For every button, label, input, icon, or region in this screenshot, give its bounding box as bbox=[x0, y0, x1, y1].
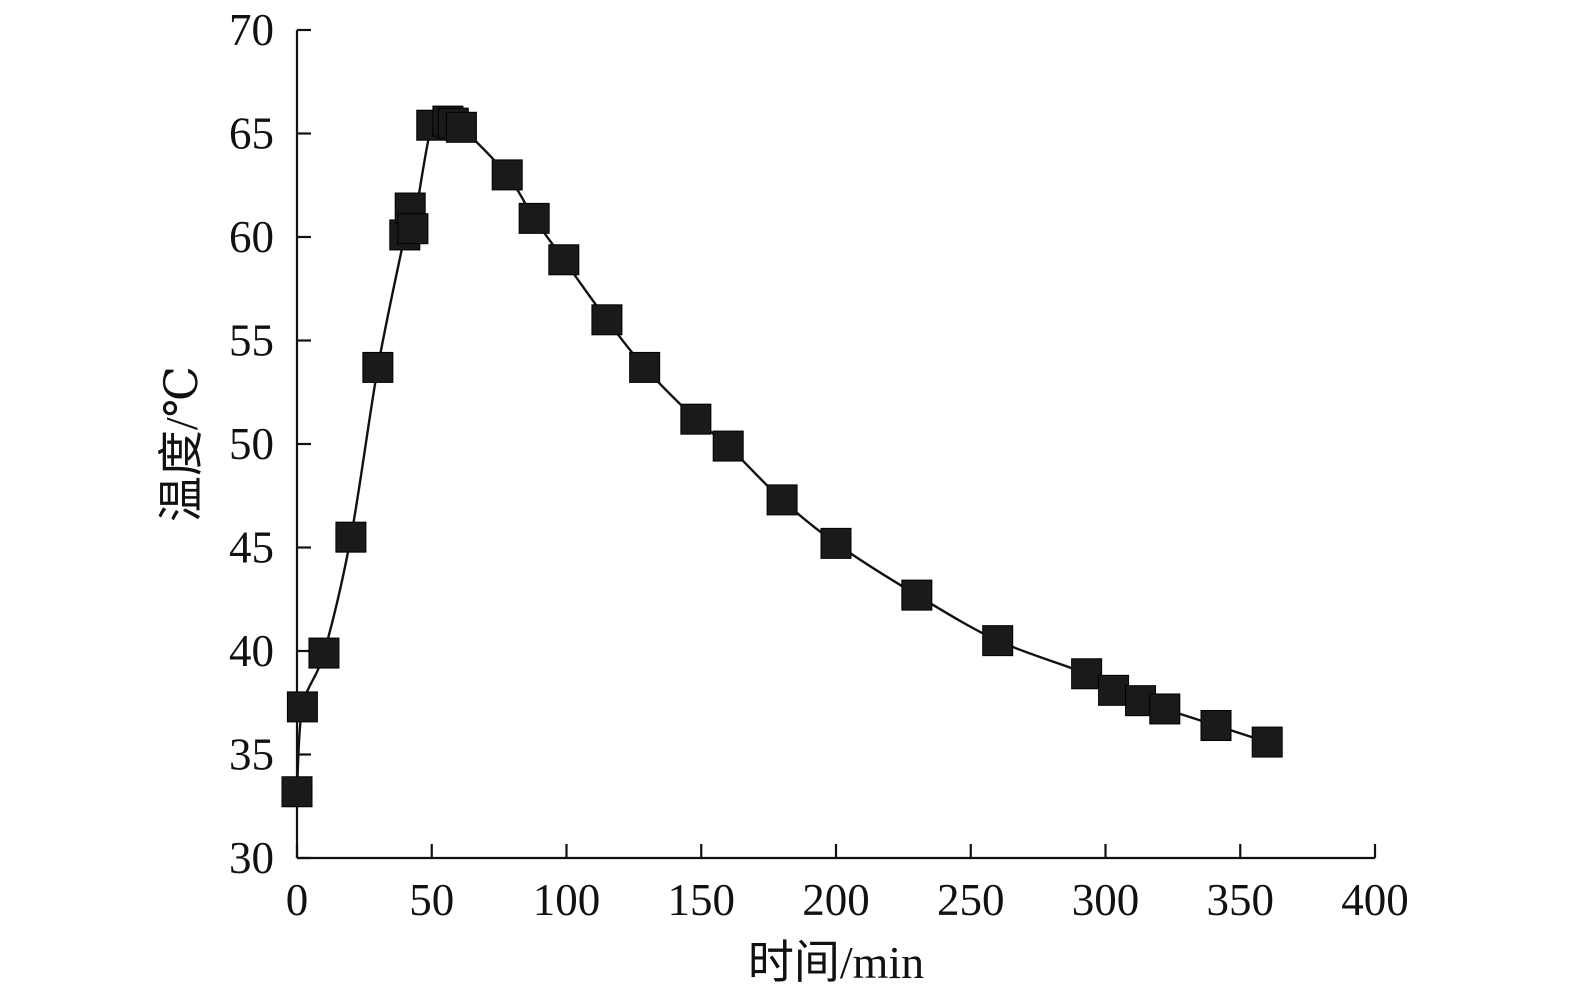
x-axis-label: 时间/min bbox=[748, 937, 924, 988]
y-tick-label: 40 bbox=[229, 626, 274, 676]
data-point-marker bbox=[518, 202, 550, 234]
data-point-marker bbox=[308, 637, 340, 669]
data-point-marker bbox=[1149, 693, 1181, 725]
data-point-marker bbox=[281, 776, 313, 808]
data-point-marker bbox=[820, 527, 852, 559]
y-tick-label: 50 bbox=[229, 419, 274, 469]
data-point-marker bbox=[445, 111, 477, 143]
y-tick-label: 70 bbox=[229, 5, 274, 55]
data-point-marker bbox=[629, 351, 661, 383]
y-tick-label: 55 bbox=[229, 316, 274, 366]
y-tick-label: 45 bbox=[229, 523, 274, 573]
x-tick-label: 200 bbox=[802, 875, 870, 925]
x-tick-label: 350 bbox=[1207, 875, 1275, 925]
ticks: 0 50 100 150 200 250 300 350 400 30 35 40 45 50 55 60 65… bbox=[229, 5, 1409, 925]
data-point-marker bbox=[1071, 658, 1103, 690]
x-tick-label: 250 bbox=[937, 875, 1005, 925]
data-point-marker bbox=[335, 521, 367, 553]
y-tick-label: 65 bbox=[229, 109, 274, 159]
y-tick-label: 60 bbox=[229, 212, 274, 262]
x-tick-label: 400 bbox=[1341, 875, 1409, 925]
x-tick-label: 0 bbox=[286, 875, 309, 925]
data-point-marker bbox=[766, 484, 798, 516]
data-point-marker bbox=[1251, 726, 1283, 758]
data-point-marker bbox=[1098, 674, 1130, 706]
data-point-marker bbox=[1200, 710, 1232, 742]
data-point-marker bbox=[286, 691, 318, 723]
y-tick-label: 35 bbox=[229, 730, 274, 780]
data-point-marker bbox=[548, 244, 580, 276]
x-tick-label: 150 bbox=[668, 875, 736, 925]
y-tick-label: 30 bbox=[229, 833, 274, 883]
x-tick-label: 50 bbox=[409, 875, 454, 925]
data-point-marker bbox=[982, 625, 1014, 657]
data-point-marker bbox=[362, 351, 394, 383]
y-axis-label: 温度/℃ bbox=[156, 366, 207, 522]
data-point-marker bbox=[591, 304, 623, 336]
x-tick-label: 300 bbox=[1072, 875, 1140, 925]
data-point-marker bbox=[901, 579, 933, 611]
data-point-marker bbox=[712, 430, 744, 462]
data-point-marker bbox=[397, 213, 429, 245]
data-point-marker bbox=[491, 159, 523, 191]
x-tick-label: 100 bbox=[533, 875, 601, 925]
markers bbox=[281, 105, 1283, 808]
data-point-marker bbox=[680, 403, 712, 435]
